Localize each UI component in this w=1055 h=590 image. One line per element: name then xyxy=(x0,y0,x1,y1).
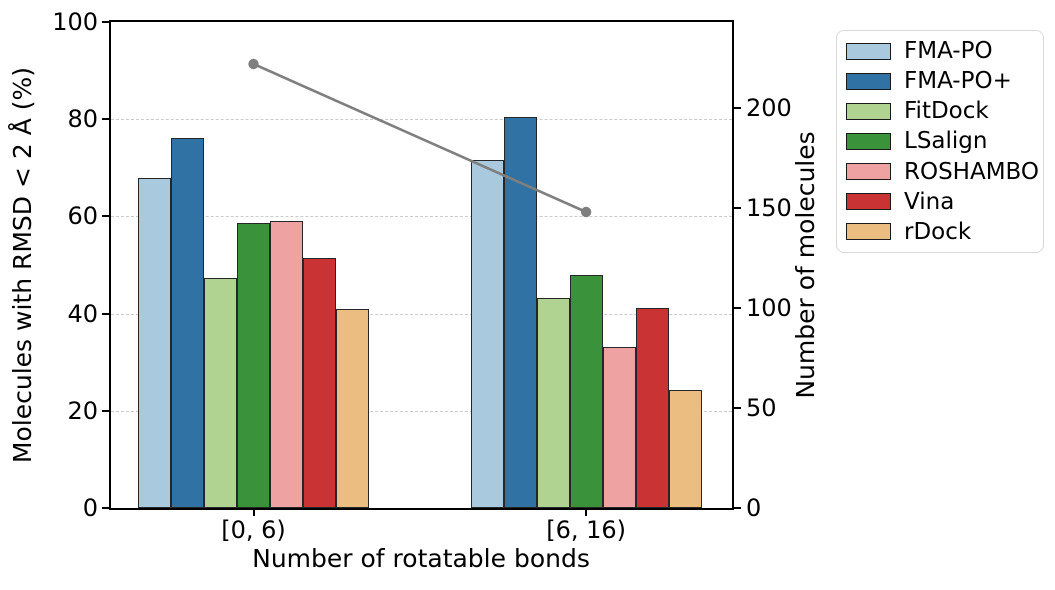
y-tick-label-left: 80 xyxy=(67,105,98,134)
legend-swatch xyxy=(846,102,891,120)
left-tick xyxy=(102,312,110,315)
legend-label: FitDock xyxy=(904,98,989,125)
bar-FMA-PO+ xyxy=(171,138,205,508)
legend-swatch xyxy=(846,42,891,60)
bar-ROSHAMBO xyxy=(270,221,304,508)
bar-FitDock xyxy=(536,298,570,508)
y-tick-label-left: 0 xyxy=(82,494,98,522)
legend-item: FMA-PO xyxy=(846,38,1043,64)
legend-swatch xyxy=(846,72,891,90)
plot-area xyxy=(109,20,734,510)
y-tick-label-left: 100 xyxy=(52,8,98,36)
legend-item: ROSHAMBO xyxy=(846,159,1043,185)
gridline xyxy=(111,410,732,412)
legend-item: rDock xyxy=(846,219,1043,245)
legend-swatch xyxy=(846,163,891,181)
y-tick-label-right: 50 xyxy=(746,394,777,422)
legend-item: Vina xyxy=(846,189,1043,215)
legend-label: Vina xyxy=(904,188,955,215)
legend-swatch xyxy=(846,223,891,241)
y-tick-label-right: 200 xyxy=(746,94,792,122)
right-tick xyxy=(733,307,741,309)
right-tick xyxy=(733,507,741,509)
bar-FMA-PO xyxy=(138,177,172,508)
legend: FMA-PO FMA-PO+ FitDock LSalign ROSHAMBO Vina r… xyxy=(836,30,1044,253)
left-tick xyxy=(102,507,110,509)
trend-point xyxy=(580,206,592,218)
x-tick-label: [0, 6) xyxy=(221,516,286,544)
gridline xyxy=(111,313,732,315)
legend-label: LSalign xyxy=(904,128,988,155)
bar-LSalign xyxy=(569,274,603,508)
x-tick xyxy=(585,508,588,516)
legend-item: FitDock xyxy=(846,98,1043,124)
bar-FMA-PO xyxy=(470,160,504,508)
y-tick-label-right: 100 xyxy=(746,294,792,322)
legend-item: LSalign xyxy=(846,128,1043,154)
left-y-axis-title: Molecules with RMSD < 2 Å (%) xyxy=(8,66,37,464)
trend-line-overlay xyxy=(248,58,592,218)
bar-rDock xyxy=(668,389,702,508)
bar-rDock xyxy=(336,308,370,508)
right-y-axis-title: Number of molecules xyxy=(791,131,820,399)
legend-label: FMA-PO xyxy=(904,38,993,65)
x-tick xyxy=(252,508,255,516)
y-tick-label-left: 40 xyxy=(67,299,98,328)
left-tick xyxy=(102,21,110,23)
legend-label: rDock xyxy=(904,218,972,245)
legend-swatch xyxy=(846,193,891,211)
trend-point xyxy=(248,58,259,70)
right-tick xyxy=(733,407,741,409)
left-tick xyxy=(102,118,110,121)
y-tick-label-right: 150 xyxy=(746,194,792,222)
right-tick xyxy=(733,107,741,109)
right-tick xyxy=(733,207,741,209)
gridline xyxy=(111,119,732,121)
trend-line xyxy=(252,62,587,214)
gridline xyxy=(111,216,732,218)
legend-item: FMA-PO+ xyxy=(846,68,1043,94)
bar-Vina xyxy=(303,258,337,508)
left-tick xyxy=(102,409,110,412)
legend-swatch xyxy=(846,132,891,150)
legend-label: FMA-PO+ xyxy=(904,68,1012,95)
y-tick-label-left: 20 xyxy=(67,396,98,425)
y-tick-label-right: 0 xyxy=(746,494,762,522)
bar-Vina xyxy=(635,307,669,508)
legend-label: ROSHAMBO xyxy=(904,158,1040,185)
bar-LSalign xyxy=(237,223,271,508)
bar-ROSHAMBO xyxy=(602,347,636,508)
bar-FitDock xyxy=(204,278,238,508)
x-tick-label: [6, 16) xyxy=(546,516,627,544)
left-tick xyxy=(102,215,110,218)
y-tick-label-left: 60 xyxy=(67,202,98,231)
x-axis-title: Number of rotatable bonds xyxy=(252,544,590,573)
